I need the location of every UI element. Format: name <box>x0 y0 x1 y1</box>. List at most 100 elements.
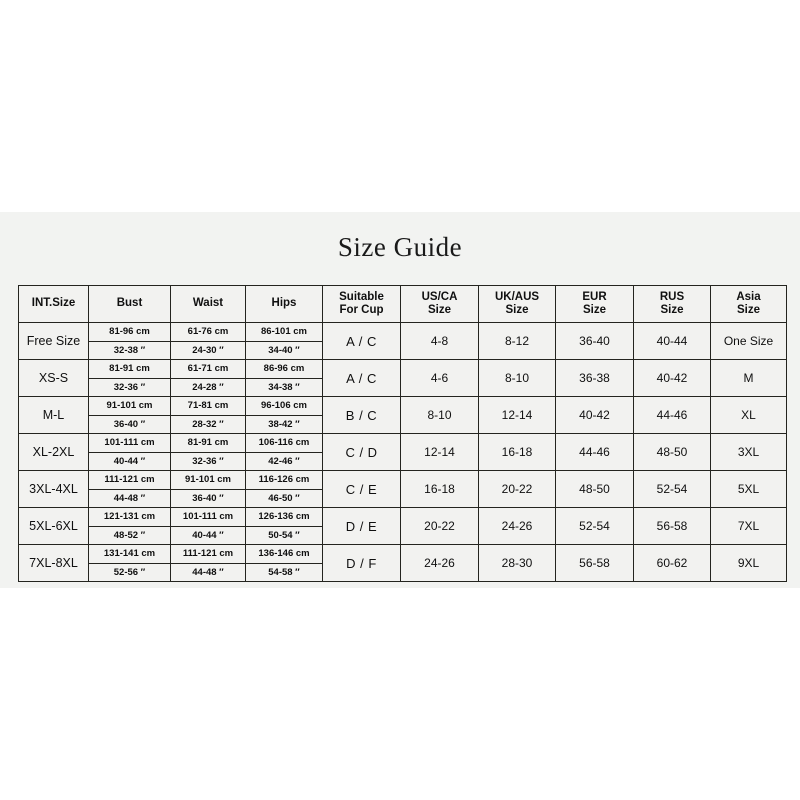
table-row: 5XL-6XL 121-131 cm 48-52 ″ 101-111 cm 40-44 … <box>18 507 787 545</box>
cell-cup: B / C <box>322 396 401 434</box>
cell-waist: 91-101 cm 36-40 ″ <box>170 470 246 508</box>
size-guide-table: INT.Size Bust Waist Hips Suitable For Cu… <box>18 285 787 582</box>
cell-waist-inch: 32-36 ″ <box>192 455 224 467</box>
cell-hips: 86-101 cm 34-40 ″ <box>245 322 323 360</box>
cell-int-size: 7XL-8XL <box>18 544 89 582</box>
cell-hips-inch: 34-40 ″ <box>268 344 300 356</box>
cell-bust-inch: 44-48 ″ <box>113 492 146 504</box>
cell-eur: 48-50 <box>555 470 634 508</box>
cell-waist: 71-81 cm 28-32 ″ <box>170 396 246 434</box>
cell-waist-inch: 24-30 ″ <box>192 344 224 356</box>
table-row: M-L 91-101 cm 36-40 ″ 71-81 cm 28-32 ″ 96-106… <box>18 396 787 434</box>
cell-bust: 121-131 cm 48-52 ″ <box>88 507 171 545</box>
cell-uk-aus: 8-10 <box>478 359 556 397</box>
cell-cup: C / D <box>322 433 401 471</box>
cell-rus: 56-58 <box>633 507 711 545</box>
cell-waist-inch: 24-28 ″ <box>192 381 224 393</box>
cell-eur: 52-54 <box>555 507 634 545</box>
cell-hips-cm: 136-146 cm <box>246 545 322 564</box>
cell-rus: 40-44 <box>633 322 711 360</box>
cell-eur: 56-58 <box>555 544 634 582</box>
cell-cup: A / C <box>322 322 401 360</box>
cell-waist-inch: 36-40 ″ <box>192 492 224 504</box>
cell-int-size: XL-2XL <box>18 433 89 471</box>
cell-waist-inch: 40-44 ″ <box>192 529 224 541</box>
cell-waist-cm: 111-121 cm <box>171 545 245 564</box>
cell-asia: 7XL <box>710 507 787 545</box>
cell-waist-cm: 71-81 cm <box>171 397 245 416</box>
cell-eur: 44-46 <box>555 433 634 471</box>
cell-asia: M <box>710 359 787 397</box>
cell-asia: XL <box>710 396 787 434</box>
cell-bust-cm: 91-101 cm <box>89 397 170 416</box>
cell-bust-inch: 32-38 ″ <box>113 344 146 356</box>
cell-waist: 61-76 cm 24-30 ″ <box>170 322 246 360</box>
table-row: Free Size 81-96 cm 32-38 ″ 61-76 cm 24-30 ″ 8… <box>18 322 787 360</box>
cell-bust-inch: 52-56 ″ <box>113 566 146 578</box>
column-header-rus-size: RUS Size <box>633 285 711 323</box>
cell-bust-cm: 101-111 cm <box>89 434 170 453</box>
table-row: 7XL-8XL 131-141 cm 52-56 ″ 111-121 cm 44-48 … <box>18 544 787 582</box>
cell-hips: 116-126 cm 46-50 ″ <box>245 470 323 508</box>
cell-us-ca: 4-8 <box>400 322 479 360</box>
cell-hips-cm: 86-96 cm <box>246 360 322 379</box>
table-row: XS-S 81-91 cm 32-36 ″ 61-71 cm 24-28 ″ 86-96 … <box>18 359 787 397</box>
page-title: Size Guide <box>337 232 463 262</box>
column-header-hips: Hips <box>245 285 323 323</box>
cell-int-size: 3XL-4XL <box>18 470 89 508</box>
cell-bust-cm: 121-131 cm <box>89 508 170 527</box>
cell-bust-inch: 40-44 ″ <box>113 455 146 467</box>
cell-uk-aus: 12-14 <box>478 396 556 434</box>
cell-rus: 60-62 <box>633 544 711 582</box>
cell-uk-aus: 16-18 <box>478 433 556 471</box>
cell-bust: 111-121 cm 44-48 ″ <box>88 470 171 508</box>
cell-us-ca: 24-26 <box>400 544 479 582</box>
cell-bust-cm: 111-121 cm <box>89 471 170 490</box>
cell-waist-inch: 44-48 ″ <box>192 566 224 578</box>
cell-waist: 81-91 cm 32-36 ″ <box>170 433 246 471</box>
cell-waist: 61-71 cm 24-28 ″ <box>170 359 246 397</box>
cell-hips-cm: 116-126 cm <box>246 471 322 490</box>
cell-hips: 96-106 cm 38-42 ″ <box>245 396 323 434</box>
column-header-us-ca-size: US/CA Size <box>400 285 479 323</box>
cell-us-ca: 12-14 <box>400 433 479 471</box>
cell-bust: 81-91 cm 32-36 ″ <box>88 359 171 397</box>
cell-us-ca: 20-22 <box>400 507 479 545</box>
cell-int-size: M-L <box>18 396 89 434</box>
cell-hips: 126-136 cm 50-54 ″ <box>245 507 323 545</box>
cell-eur: 36-40 <box>555 322 634 360</box>
cell-hips-cm: 126-136 cm <box>246 508 322 527</box>
cell-waist-cm: 61-71 cm <box>171 360 245 379</box>
cell-waist: 111-121 cm 44-48 ″ <box>170 544 246 582</box>
cell-us-ca: 16-18 <box>400 470 479 508</box>
cell-int-size: XS-S <box>18 359 89 397</box>
cell-cup: C / E <box>322 470 401 508</box>
cell-uk-aus: 24-26 <box>478 507 556 545</box>
cell-hips-cm: 86-101 cm <box>246 323 322 342</box>
cell-hips: 86-96 cm 34-38 ″ <box>245 359 323 397</box>
cell-hips-inch: 46-50 ″ <box>268 492 300 504</box>
column-header-eur-size: EUR Size <box>555 285 634 323</box>
cell-rus: 52-54 <box>633 470 711 508</box>
table-header-row: INT.Size Bust Waist Hips Suitable For Cu… <box>18 285 787 323</box>
cell-uk-aus: 28-30 <box>478 544 556 582</box>
cell-hips-inch: 34-38 ″ <box>268 381 300 393</box>
cell-bust-cm: 81-91 cm <box>89 360 170 379</box>
column-header-uk-aus-size: UK/AUS Size <box>478 285 556 323</box>
cell-bust-cm: 81-96 cm <box>89 323 170 342</box>
cell-bust-inch: 48-52 ″ <box>113 529 146 541</box>
cell-hips-inch: 54-58 ″ <box>268 566 300 578</box>
cell-waist-cm: 61-76 cm <box>171 323 245 342</box>
cell-eur: 40-42 <box>555 396 634 434</box>
cell-hips: 136-146 cm 54-58 ″ <box>245 544 323 582</box>
cell-asia: One Size <box>710 322 787 360</box>
cell-waist-inch: 28-32 ″ <box>192 418 224 430</box>
cell-uk-aus: 8-12 <box>478 322 556 360</box>
cell-bust: 101-111 cm 40-44 ″ <box>88 433 171 471</box>
cell-int-size: 5XL-6XL <box>18 507 89 545</box>
cell-cup: A / C <box>322 359 401 397</box>
column-header-int-size: INT.Size <box>18 285 89 323</box>
column-header-waist: Waist <box>170 285 246 323</box>
table-row: 3XL-4XL 111-121 cm 44-48 ″ 91-101 cm 36-40 ″… <box>18 470 787 508</box>
